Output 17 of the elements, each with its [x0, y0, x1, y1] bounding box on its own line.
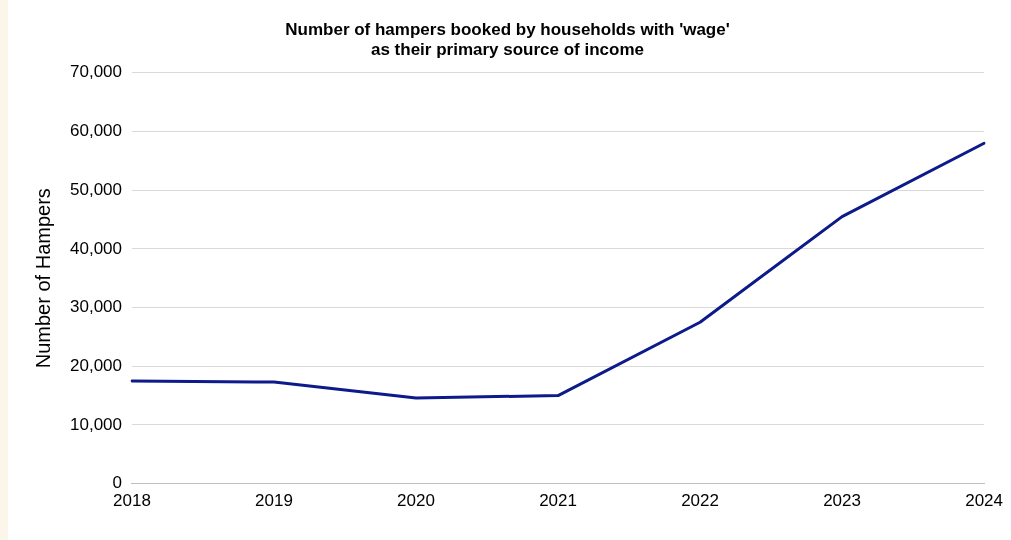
chart-title: Number of hampers booked by households with 'wage' as their primary source of income — [285, 19, 730, 60]
y-tick-label: 50,000 — [70, 179, 122, 199]
x-tick-label: 2023 — [823, 491, 861, 511]
x-tick-label: 2021 — [539, 491, 577, 511]
x-tick-label: 2022 — [681, 491, 719, 511]
y-tick-label: 0 — [112, 473, 122, 493]
y-axis-title: Number of Hampers — [31, 188, 54, 369]
y-tick-label: 70,000 — [70, 62, 122, 82]
x-tick-label: 2018 — [113, 491, 151, 511]
x-tick-label: 2019 — [255, 491, 293, 511]
x-tick-label: 2020 — [397, 491, 435, 511]
y-tick-label: 10,000 — [70, 414, 122, 434]
x-tick-label: 2024 — [965, 491, 1003, 511]
y-tick-label: 40,000 — [70, 238, 122, 258]
y-tick-label: 30,000 — [70, 297, 122, 317]
y-tick-label: 20,000 — [70, 355, 122, 375]
y-tick-label: 60,000 — [70, 121, 122, 141]
